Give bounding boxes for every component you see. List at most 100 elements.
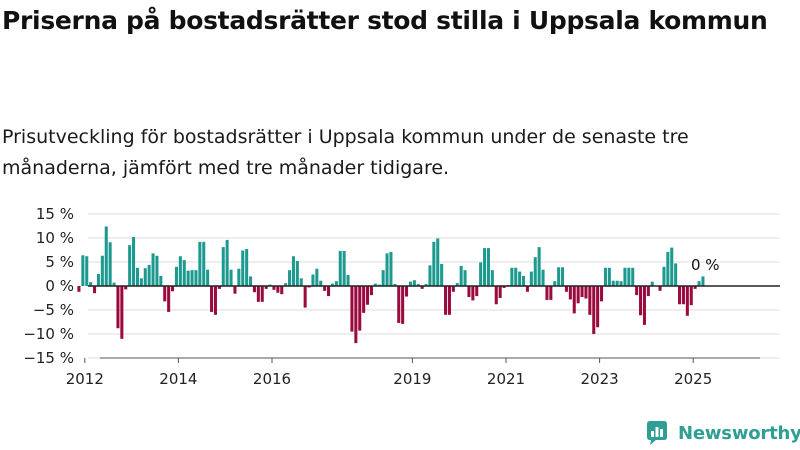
bar bbox=[541, 269, 545, 286]
bar bbox=[451, 286, 455, 292]
bar bbox=[635, 286, 639, 296]
bar bbox=[252, 286, 256, 293]
bar bbox=[576, 286, 580, 304]
bar bbox=[408, 281, 412, 286]
bar bbox=[377, 284, 381, 286]
bar bbox=[116, 286, 120, 329]
bar bbox=[311, 274, 315, 286]
bar bbox=[615, 280, 619, 286]
bar bbox=[385, 253, 389, 286]
x-tick-label: 2014 bbox=[159, 370, 197, 388]
bar bbox=[483, 248, 487, 286]
bar bbox=[549, 286, 553, 300]
bar bbox=[529, 271, 533, 286]
bar bbox=[619, 281, 623, 286]
y-tick-label: −15 % bbox=[23, 349, 74, 367]
bar bbox=[323, 286, 327, 291]
bar bbox=[689, 286, 693, 306]
bar bbox=[194, 270, 198, 286]
bar bbox=[424, 284, 428, 286]
bar bbox=[553, 281, 557, 286]
bar bbox=[373, 283, 377, 286]
bar bbox=[428, 265, 432, 286]
x-tick-label: 2019 bbox=[393, 370, 431, 388]
bar bbox=[132, 237, 136, 286]
bar bbox=[260, 286, 264, 302]
bar bbox=[490, 270, 494, 286]
bar bbox=[611, 280, 615, 286]
bar bbox=[155, 255, 159, 286]
bar bbox=[100, 255, 104, 286]
bar bbox=[171, 286, 175, 292]
bar bbox=[108, 242, 112, 286]
bar bbox=[533, 257, 537, 286]
bar bbox=[600, 286, 604, 302]
bar bbox=[557, 267, 561, 286]
bar bbox=[338, 250, 342, 286]
bar bbox=[502, 286, 506, 288]
newsworthy-brand[interactable]: Newsworthy bbox=[644, 420, 800, 446]
bar bbox=[104, 226, 108, 286]
bar bbox=[432, 241, 436, 286]
y-tick-label: −10 % bbox=[23, 325, 74, 343]
bar bbox=[303, 286, 307, 308]
bar bbox=[537, 247, 541, 286]
brand-name: Newsworthy bbox=[678, 422, 800, 444]
bar bbox=[440, 263, 444, 286]
y-tick-label: 10 % bbox=[36, 229, 74, 247]
bar bbox=[229, 269, 233, 286]
y-tick-label: 15 % bbox=[36, 205, 74, 223]
y-tick-label: 5 % bbox=[45, 253, 74, 271]
bar bbox=[697, 281, 701, 286]
bar bbox=[518, 271, 522, 286]
bar bbox=[650, 281, 654, 286]
bar bbox=[241, 250, 245, 286]
bar bbox=[366, 286, 370, 305]
bar bbox=[459, 265, 463, 286]
bar bbox=[327, 286, 331, 297]
bar bbox=[420, 286, 424, 289]
bar bbox=[77, 286, 81, 292]
bar bbox=[405, 286, 409, 297]
bar bbox=[128, 245, 132, 286]
bar bbox=[159, 275, 163, 286]
bar bbox=[319, 280, 323, 286]
bar bbox=[96, 274, 100, 286]
bar bbox=[603, 267, 607, 286]
bar bbox=[85, 256, 89, 286]
bar bbox=[174, 266, 178, 286]
bar bbox=[381, 270, 385, 286]
bar bbox=[210, 286, 214, 312]
bar bbox=[330, 283, 334, 286]
bar bbox=[642, 286, 646, 325]
bar bbox=[666, 251, 670, 286]
bar bbox=[681, 286, 685, 305]
bar bbox=[206, 269, 210, 286]
bar bbox=[389, 251, 393, 286]
last-value-label: 0 % bbox=[691, 256, 720, 274]
y-tick-label: −5 % bbox=[33, 301, 74, 319]
bar bbox=[369, 286, 373, 296]
bar bbox=[463, 270, 467, 286]
bar bbox=[221, 247, 225, 286]
bar bbox=[315, 268, 319, 286]
bar bbox=[486, 248, 490, 286]
bar bbox=[245, 249, 249, 286]
bar bbox=[81, 255, 85, 286]
chart-title: Priserna på bostadsrätter stod stilla i … bbox=[2, 6, 768, 35]
bar bbox=[295, 261, 299, 286]
bar bbox=[494, 286, 498, 305]
bar bbox=[237, 268, 241, 286]
axes: 15 % 10 % 5 % 0 % −5 % −10 % −15 % 2012 2014 2016… bbox=[23, 205, 780, 388]
bar bbox=[646, 286, 650, 297]
bar bbox=[163, 286, 167, 302]
bar bbox=[467, 286, 471, 298]
bar bbox=[167, 286, 171, 312]
bar bbox=[662, 266, 666, 286]
bars bbox=[77, 226, 705, 344]
bar bbox=[479, 262, 483, 286]
bar bbox=[358, 286, 362, 331]
bar bbox=[455, 283, 459, 286]
bar bbox=[596, 286, 600, 328]
bar bbox=[701, 276, 705, 286]
